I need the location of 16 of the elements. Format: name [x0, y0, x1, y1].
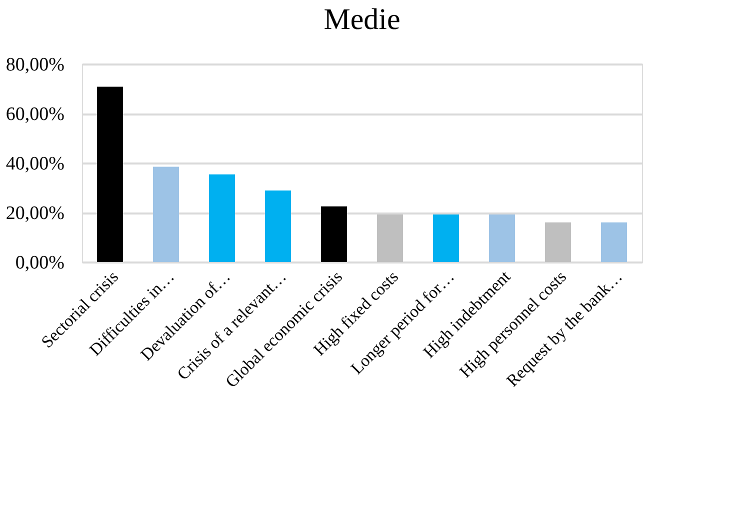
bar: [153, 166, 179, 262]
bar: [489, 214, 515, 262]
bar: [209, 174, 235, 262]
y-tick-label: 20,00%: [6, 203, 65, 224]
y-tick-label: 80,00%: [6, 54, 65, 76]
y-tick-label: 60,00%: [6, 104, 65, 125]
bar: [321, 206, 347, 262]
y-tick-label: 40,00%: [6, 154, 65, 174]
bar: [377, 214, 403, 262]
chart-title: Medie: [324, 3, 400, 36]
bar: [97, 86, 123, 262]
bar: [545, 222, 571, 262]
y-tick-label: 0,00%: [15, 252, 65, 274]
bar: [433, 214, 459, 262]
bar: [265, 190, 291, 262]
bar: [601, 222, 627, 262]
